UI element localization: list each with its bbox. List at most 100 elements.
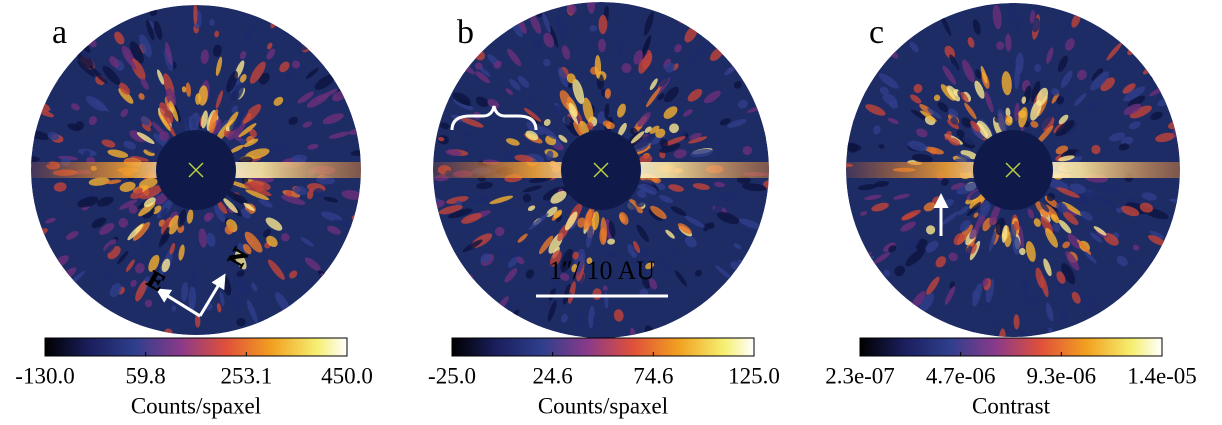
speckle [888,245,897,253]
speckle [130,279,137,287]
speckle [549,25,559,48]
speckle [88,177,110,186]
speckle [630,127,638,136]
speckle [267,259,285,280]
speckle [849,301,863,314]
speckle [214,30,220,38]
speckle [292,60,301,69]
speckle [494,226,505,237]
speckle [1128,121,1141,130]
speckle [258,72,270,85]
speckle [577,217,586,228]
speckle [598,331,607,338]
speckle [1206,201,1222,214]
speckle [0,172,15,177]
speckle [442,275,452,284]
speckle [952,3,962,5]
speckle [258,199,273,208]
speckle [871,202,889,212]
speckle [102,65,121,85]
speckle [1183,209,1198,219]
speckle [729,321,742,334]
speckle [433,254,447,269]
speckle [860,211,868,216]
speckle [733,243,742,250]
speckle [958,3,966,10]
speckle [701,318,714,334]
speckle [1022,279,1030,292]
speckle [645,87,661,108]
speckle [1052,223,1061,232]
speckle [1106,42,1122,61]
speckle [239,138,246,145]
speckle [394,181,413,189]
speckle [846,75,858,89]
speckle [956,3,966,7]
speckle [864,194,882,201]
speckle [304,257,321,271]
speckle [627,244,635,256]
speckle [1046,179,1069,191]
speckle [1120,136,1133,146]
speckle [191,369,200,385]
speckle [159,102,174,124]
speckle [733,81,742,89]
speckle [975,69,982,80]
speckle [1069,183,1086,194]
speckle [715,152,723,159]
speckle [998,328,1006,337]
speckle [76,51,94,69]
speckle [1073,93,1087,107]
speckle [31,155,40,163]
speckle [663,106,678,119]
star-marker [188,162,204,178]
speckle [160,207,168,217]
speckle [992,4,1002,30]
speckle [902,237,920,252]
speckle [118,88,134,104]
speckle [583,209,593,230]
speckle [268,5,281,8]
speckle [708,222,715,230]
speckle [4,227,12,234]
speckle [674,44,682,53]
speckle [137,5,143,9]
speckle [767,81,769,90]
speckle [209,19,215,27]
speckle [1062,211,1079,226]
colorbar-tick-label: 4.7e-06 [926,363,996,388]
speckle [1021,96,1027,104]
speckle [75,121,84,131]
speckle [1017,11,1024,23]
speckle [243,202,255,211]
speckle [1135,7,1149,23]
speckle [475,96,489,108]
speckle [517,75,529,88]
speckle [238,122,257,138]
speckle [948,108,959,119]
speckle [1100,77,1115,92]
speckle [553,209,563,219]
speckle [236,149,246,156]
speckle [169,242,176,255]
speckle [306,16,318,30]
speckle [157,269,166,290]
speckle [206,232,216,247]
speckle [857,184,877,191]
speckle [811,131,821,138]
speckle [1007,3,1015,24]
speckle [801,213,819,225]
speckle [1175,204,1180,214]
speckle [39,110,54,118]
panel-label: a [52,14,67,51]
speckle [642,276,650,289]
speckle [573,121,584,138]
speckle [51,293,67,310]
colorbar-tick-label: 9.3e-06 [1027,363,1097,388]
speckle [613,309,624,322]
colorbar-label: Counts/spaxel [538,393,668,418]
speckle [397,166,412,173]
speckle [887,117,899,124]
speckle [226,70,238,93]
speckle [933,94,941,102]
